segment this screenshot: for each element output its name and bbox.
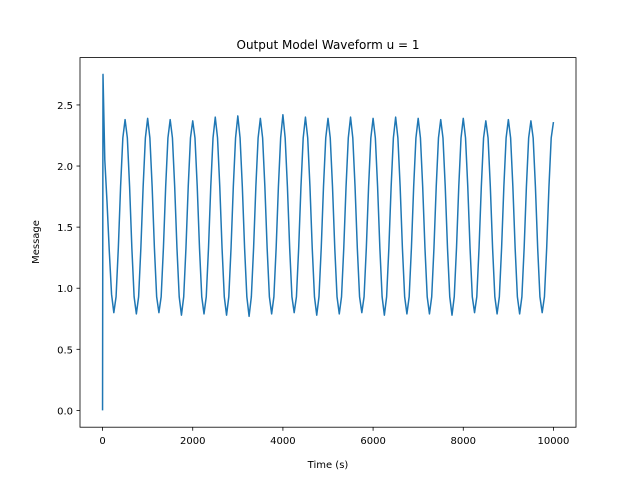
y-axis-label: Message [31, 220, 42, 264]
x-tick-label: 10000 [538, 436, 570, 447]
x-tick-label: 6000 [360, 436, 385, 447]
x-axis-label: Time (s) [307, 460, 349, 471]
x-tick-label: 2000 [180, 436, 205, 447]
y-tick-label: 1.5 [57, 223, 73, 234]
y-tick-label: 0.5 [57, 345, 73, 356]
y-tick-label: 1.0 [57, 284, 73, 295]
x-tick-label: 4000 [270, 436, 295, 447]
data-line [101, 73, 555, 411]
chart-title: Output Model Waveform u = 1 [237, 38, 420, 52]
y-tick-label: 2.5 [57, 101, 73, 112]
x-tick-label: 8000 [451, 436, 476, 447]
x-tick-label: 0 [99, 436, 105, 447]
y-tick-label: 0.0 [57, 406, 73, 417]
y-tick-label: 2.0 [57, 162, 73, 173]
plot-frame [79, 57, 577, 428]
